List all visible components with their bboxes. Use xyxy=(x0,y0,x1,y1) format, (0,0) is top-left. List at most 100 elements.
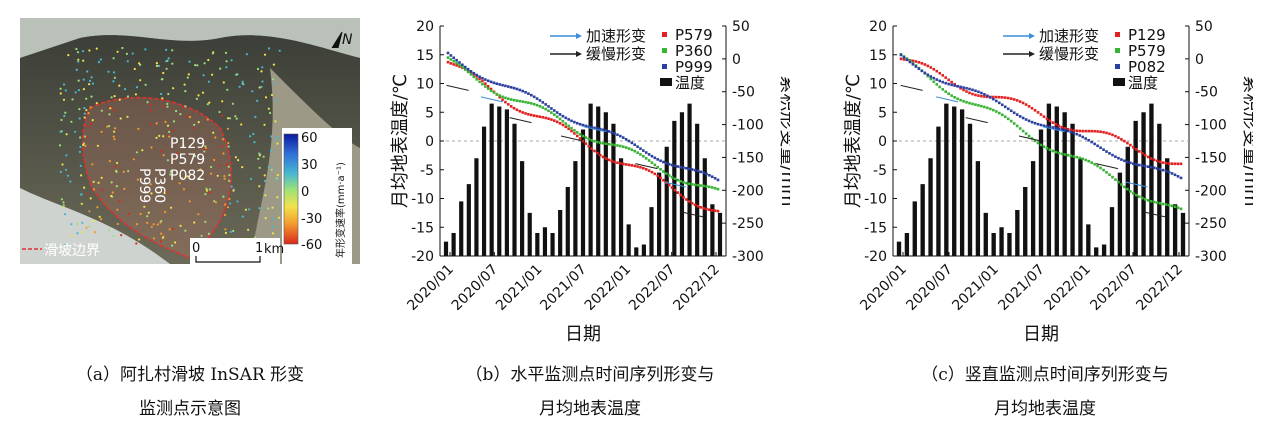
series-point-P579 xyxy=(1048,148,1052,152)
series-point-P579 xyxy=(1003,115,1007,119)
insar-point xyxy=(77,89,80,92)
insar-point xyxy=(237,159,240,162)
series-point-P360 xyxy=(541,106,545,109)
series-point-P579 xyxy=(968,101,971,105)
temperature-bar xyxy=(520,161,525,256)
right-tick-label: -250 xyxy=(1195,216,1227,232)
series-point-P579 xyxy=(1000,113,1004,117)
insar-point xyxy=(181,177,184,180)
map-canvas: P129 P579 P082 P999 P360 N 60 30 0 -30 -… xyxy=(20,18,360,264)
insar-point xyxy=(165,60,168,63)
series-point-P579 xyxy=(498,95,502,99)
temperature-bar xyxy=(466,184,471,256)
insar-point xyxy=(264,217,267,220)
series-point-P129 xyxy=(1054,123,1058,126)
insar-point xyxy=(248,208,251,211)
insar-point xyxy=(258,185,261,188)
legend-arrow-label: 缓慢形变 xyxy=(586,45,646,63)
insar-point xyxy=(226,88,229,91)
series-point-P579 xyxy=(518,109,522,113)
series-point-P129 xyxy=(1066,127,1070,131)
series-point-P999 xyxy=(478,75,481,79)
insar-point xyxy=(92,180,95,183)
insar-point xyxy=(139,79,142,82)
plot-arrow xyxy=(635,163,658,170)
insar-point xyxy=(113,95,116,98)
series-point-P129 xyxy=(992,95,995,99)
insar-point xyxy=(184,105,187,108)
plot-arrow xyxy=(1042,126,1065,133)
series-point-P129 xyxy=(950,80,953,84)
insar-point xyxy=(272,63,275,66)
insar-point xyxy=(150,123,153,126)
series-point-P999 xyxy=(561,114,565,118)
series-point-P082 xyxy=(1158,167,1162,171)
series-point-P082 xyxy=(1152,166,1156,170)
insar-point xyxy=(85,109,88,112)
insar-point xyxy=(166,105,169,108)
series-point-P579 xyxy=(673,188,677,192)
insar-point xyxy=(179,224,182,227)
insar-point xyxy=(191,127,194,130)
series-point-P082 xyxy=(983,93,986,96)
insar-point xyxy=(59,130,62,133)
series-point-P082 xyxy=(923,71,927,75)
series-point-P360 xyxy=(573,129,576,132)
series-point-P579 xyxy=(555,120,559,124)
insar-point xyxy=(161,97,164,100)
insar-point xyxy=(79,136,82,139)
insar-point xyxy=(225,66,228,69)
series-point-P360 xyxy=(705,185,708,188)
series-point-P082 xyxy=(1000,103,1004,107)
series-point-P360 xyxy=(452,59,456,63)
left-tick-label: -5 xyxy=(420,163,434,179)
insar-point xyxy=(213,158,216,162)
insar-point xyxy=(159,240,162,243)
series-point-P129 xyxy=(974,93,977,97)
series-point-P360 xyxy=(578,133,582,136)
series-point-P579 xyxy=(1066,153,1070,157)
series-point-P082 xyxy=(1078,134,1082,137)
temperature-bar xyxy=(710,204,715,256)
insar-point xyxy=(64,89,67,92)
insar-point xyxy=(90,76,93,79)
insar-point xyxy=(241,215,244,218)
series-point-P999 xyxy=(604,129,608,132)
insar-point xyxy=(118,98,121,101)
insar-point xyxy=(108,160,111,163)
series-point-P360 xyxy=(687,182,691,186)
series-point-P579 xyxy=(1084,158,1087,162)
series-point-P999 xyxy=(458,61,461,64)
temperature-bar xyxy=(952,106,957,256)
temperature-bar xyxy=(1125,146,1130,256)
insar-point xyxy=(226,117,230,120)
temperature-bar xyxy=(459,201,464,256)
temperature-bar xyxy=(975,161,981,256)
temperature-bar xyxy=(603,112,608,256)
series-point-P129 xyxy=(1036,111,1040,114)
series-point-P082 xyxy=(1033,121,1037,125)
series-point-P999 xyxy=(527,92,530,95)
temperature-bar xyxy=(1007,233,1012,256)
insar-point xyxy=(126,115,129,118)
series-point-P579 xyxy=(647,169,651,172)
series-point-P999 xyxy=(547,105,550,108)
series-point-P082 xyxy=(1006,107,1010,111)
insar-point xyxy=(77,79,80,82)
series-point-P579 xyxy=(1152,200,1156,204)
series-point-P360 xyxy=(682,180,685,184)
insar-point xyxy=(63,244,66,247)
y-axis-label-left: 月均地表温度/℃ xyxy=(843,74,864,208)
legend-arrow-icon xyxy=(576,51,582,57)
insar-point xyxy=(150,225,153,228)
insar-point xyxy=(146,101,149,104)
insar-point xyxy=(83,116,86,119)
insar-point xyxy=(186,114,189,118)
insar-point xyxy=(203,150,206,153)
insar-point xyxy=(158,134,161,137)
insar-point xyxy=(197,94,200,97)
insar-point xyxy=(211,73,214,76)
series-point-P999 xyxy=(650,154,654,158)
insar-point xyxy=(86,192,90,195)
series-point-P999 xyxy=(529,93,533,97)
